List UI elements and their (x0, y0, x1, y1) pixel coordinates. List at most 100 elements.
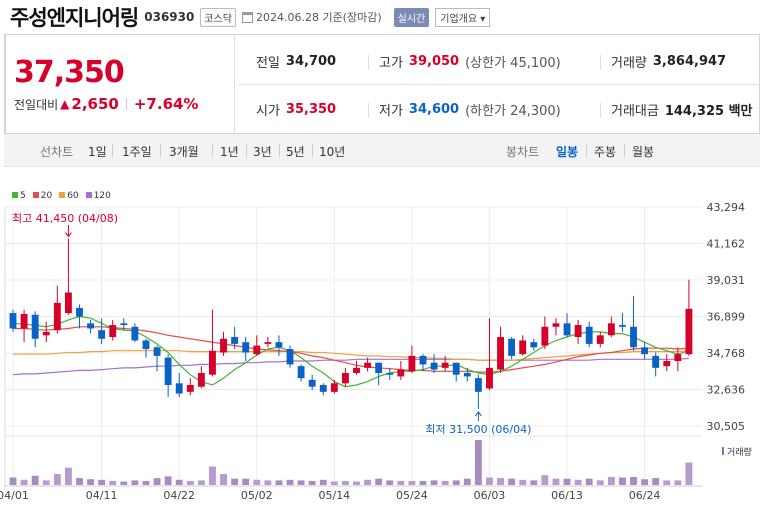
chart-toolbar: 선차트 1일 1주일 3개월 1년 3년 5년 10년 봉차트 일봉 주봉 월봉 (4, 134, 760, 167)
open-price: 시가 35,350 (256, 100, 336, 119)
y-tick-label: 30,505 (707, 420, 746, 433)
volume-bar (641, 479, 649, 485)
x-tick-label: 04/11 (86, 489, 118, 502)
candle-body (353, 367, 360, 374)
volume-bar (386, 480, 394, 485)
candle-body (20, 313, 28, 329)
volume-bar (508, 478, 516, 485)
volume-bar (242, 478, 250, 485)
high-annotation-label: 최고 41,450 (04/08) (12, 212, 118, 225)
candle-body (430, 362, 438, 370)
change-value: 2,650 (71, 95, 119, 113)
prev-close-label: 전일 (256, 56, 280, 71)
period-1w[interactable]: 1주일 (122, 145, 152, 159)
volume-bar (541, 475, 549, 485)
x-tick-label: 06/03 (474, 489, 506, 502)
candle-weekly[interactable]: 주봉 (594, 145, 617, 159)
period-5y[interactable]: 5년 (286, 145, 305, 159)
candle-body (386, 373, 394, 375)
candle-body (231, 337, 239, 344)
market-badge: 코스닥 (200, 7, 236, 27)
x-tick-label: 05/24 (396, 489, 428, 502)
volume-bar (120, 481, 128, 485)
candle-body (153, 347, 161, 356)
candle-body (541, 326, 549, 346)
volume-bar (474, 440, 482, 485)
candle-body (275, 342, 283, 348)
period-1y[interactable]: 1년 (220, 145, 239, 159)
volume-bar (87, 479, 94, 485)
volume-bar (619, 477, 626, 485)
current-price: 37,350 (14, 55, 125, 90)
volume-bar (9, 477, 17, 485)
stock-code: 036930 (144, 10, 195, 24)
amount-value: 144,325 백만 (664, 104, 753, 119)
high-arrow-head (65, 232, 72, 238)
candle-body (563, 323, 571, 336)
volume-legend-swatch (722, 447, 724, 455)
line-chart-button[interactable]: 선차트 (40, 145, 74, 159)
period-3y[interactable]: 3년 (253, 145, 272, 159)
volume-bar (53, 474, 61, 485)
candle-body (87, 323, 94, 329)
change-label: 전일대비 (14, 97, 59, 112)
candle-body (253, 345, 261, 355)
price-change: 전일대비 ▲ 2,650 +7.64% (14, 95, 198, 113)
amount-label: 거래대금 (611, 104, 659, 119)
period-10y[interactable]: 10년 (319, 145, 346, 159)
candle-body (76, 307, 83, 317)
candle-body (64, 292, 72, 314)
candle-body (419, 355, 427, 365)
candle-daily[interactable]: 일봉 (556, 145, 579, 159)
candle-body (375, 362, 383, 374)
volume-bar (253, 479, 261, 485)
candle-body (264, 342, 272, 344)
volume-bar (519, 479, 527, 485)
legend-ma20: 20 (32, 191, 52, 201)
volume-bar (652, 478, 660, 485)
low-annotation-label: 최저 31,500 (06/04) (425, 423, 531, 436)
volume-bar (486, 477, 493, 485)
period-1d[interactable]: 1일 (88, 145, 107, 159)
candle-body (142, 340, 150, 350)
candle-body (452, 362, 460, 375)
volume-bar (231, 478, 239, 485)
volume-bar (186, 480, 194, 485)
volume-bar (197, 480, 205, 485)
volume-bar (408, 480, 416, 485)
candle-body (408, 355, 416, 372)
volume-bar (131, 480, 139, 485)
candle-body (330, 383, 338, 392)
volume-bar (607, 476, 615, 485)
volume-bar (441, 480, 449, 485)
candle-body (42, 331, 50, 336)
change-percent: +7.64% (133, 95, 199, 113)
candle-body (175, 383, 183, 394)
x-tick-label: 04/22 (163, 489, 195, 502)
x-tick-label: 06/24 (629, 489, 661, 502)
volume-bar (563, 478, 571, 485)
candle-body (120, 323, 128, 326)
volume-bar (297, 480, 305, 485)
volume-bar (209, 466, 216, 485)
candle-body (220, 338, 227, 353)
date-info: 2024.06.28 기준(장마감) (241, 9, 382, 25)
volume-bar (585, 478, 593, 485)
candle-monthly[interactable]: 월봉 (632, 145, 655, 159)
candle-body (131, 326, 139, 341)
date-text: 2024.06.28 기준(장마감) (255, 11, 382, 24)
candle-body (197, 373, 205, 387)
x-tick-label: 06/13 (551, 489, 583, 502)
candle-body (552, 323, 560, 327)
upper-limit: (상한가 45,100) (465, 56, 561, 71)
realtime-button[interactable]: 실시간 (393, 7, 430, 27)
candle-body (486, 367, 493, 389)
volume-bar (341, 480, 349, 485)
volume-bar (31, 475, 39, 485)
candle-body (463, 373, 471, 377)
period-3m[interactable]: 3개월 (169, 145, 199, 159)
volume-legend-label: 거래량 (727, 446, 752, 458)
volume-bar (452, 480, 460, 485)
company-overview-dropdown[interactable]: 기업개요 ▾ (435, 7, 491, 27)
